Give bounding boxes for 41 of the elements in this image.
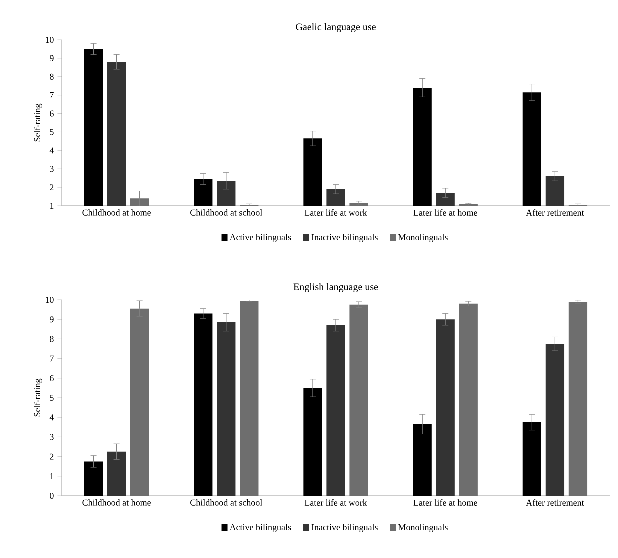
x-tick-label: After retirement	[526, 500, 584, 506]
y-tick-label: 5	[50, 395, 54, 401]
y-tick-label: 7	[50, 92, 54, 98]
x-tick-label: Later life at work	[304, 210, 368, 216]
y-axis-title: Self-rating	[34, 378, 42, 417]
x-tick-label: Childhood at school	[190, 500, 262, 506]
legend-label: Active bilinguals	[230, 524, 292, 532]
y-tick-label: 8	[50, 336, 54, 342]
legend-label: Inactive bilinguals	[312, 234, 378, 242]
y-tick-label: 4	[50, 414, 54, 421]
y-tick-label: 9	[50, 55, 54, 62]
y-tick-label: 1	[50, 473, 54, 480]
x-tick-label: Childhood at school	[190, 210, 262, 216]
x-tick-label: Later life at home	[414, 500, 478, 506]
x-tick-label: Childhood at home	[82, 210, 151, 216]
legend-label: Monolinguals	[398, 234, 448, 242]
y-tick-label: 4	[50, 148, 54, 154]
y-tick-label: 5	[50, 129, 54, 136]
y-tick-label: 7	[50, 356, 54, 362]
y-tick-label: 1	[50, 203, 54, 209]
y-tick-label: 2	[50, 184, 54, 191]
x-tick-label: Later life at home	[414, 210, 478, 216]
y-tick-label: 2	[50, 454, 54, 460]
y-tick-label: 6	[50, 110, 54, 117]
legend-label: Active bilinguals	[230, 234, 292, 242]
y-tick-label: 8	[50, 74, 54, 80]
x-tick-label: Childhood at home	[82, 500, 151, 506]
y-tick-label: 0	[50, 492, 54, 500]
legend-label: Monolinguals	[398, 524, 448, 532]
y-tick-label: 10	[46, 296, 54, 304]
x-tick-label: Later life at work	[304, 500, 368, 506]
chart-title: Gaelic language use	[296, 23, 376, 32]
y-tick-label: 3	[50, 434, 54, 440]
y-tick-label: 6	[50, 375, 54, 382]
y-tick-label: 9	[50, 316, 54, 323]
y-axis-title: Self-rating	[34, 104, 42, 142]
y-tick-label: 10	[46, 36, 54, 44]
y-tick-label: 3	[50, 166, 54, 172]
chart-title: English language use	[294, 283, 378, 292]
x-tick-label: After retirement	[526, 210, 584, 216]
legend-label: Inactive bilinguals	[312, 524, 378, 532]
